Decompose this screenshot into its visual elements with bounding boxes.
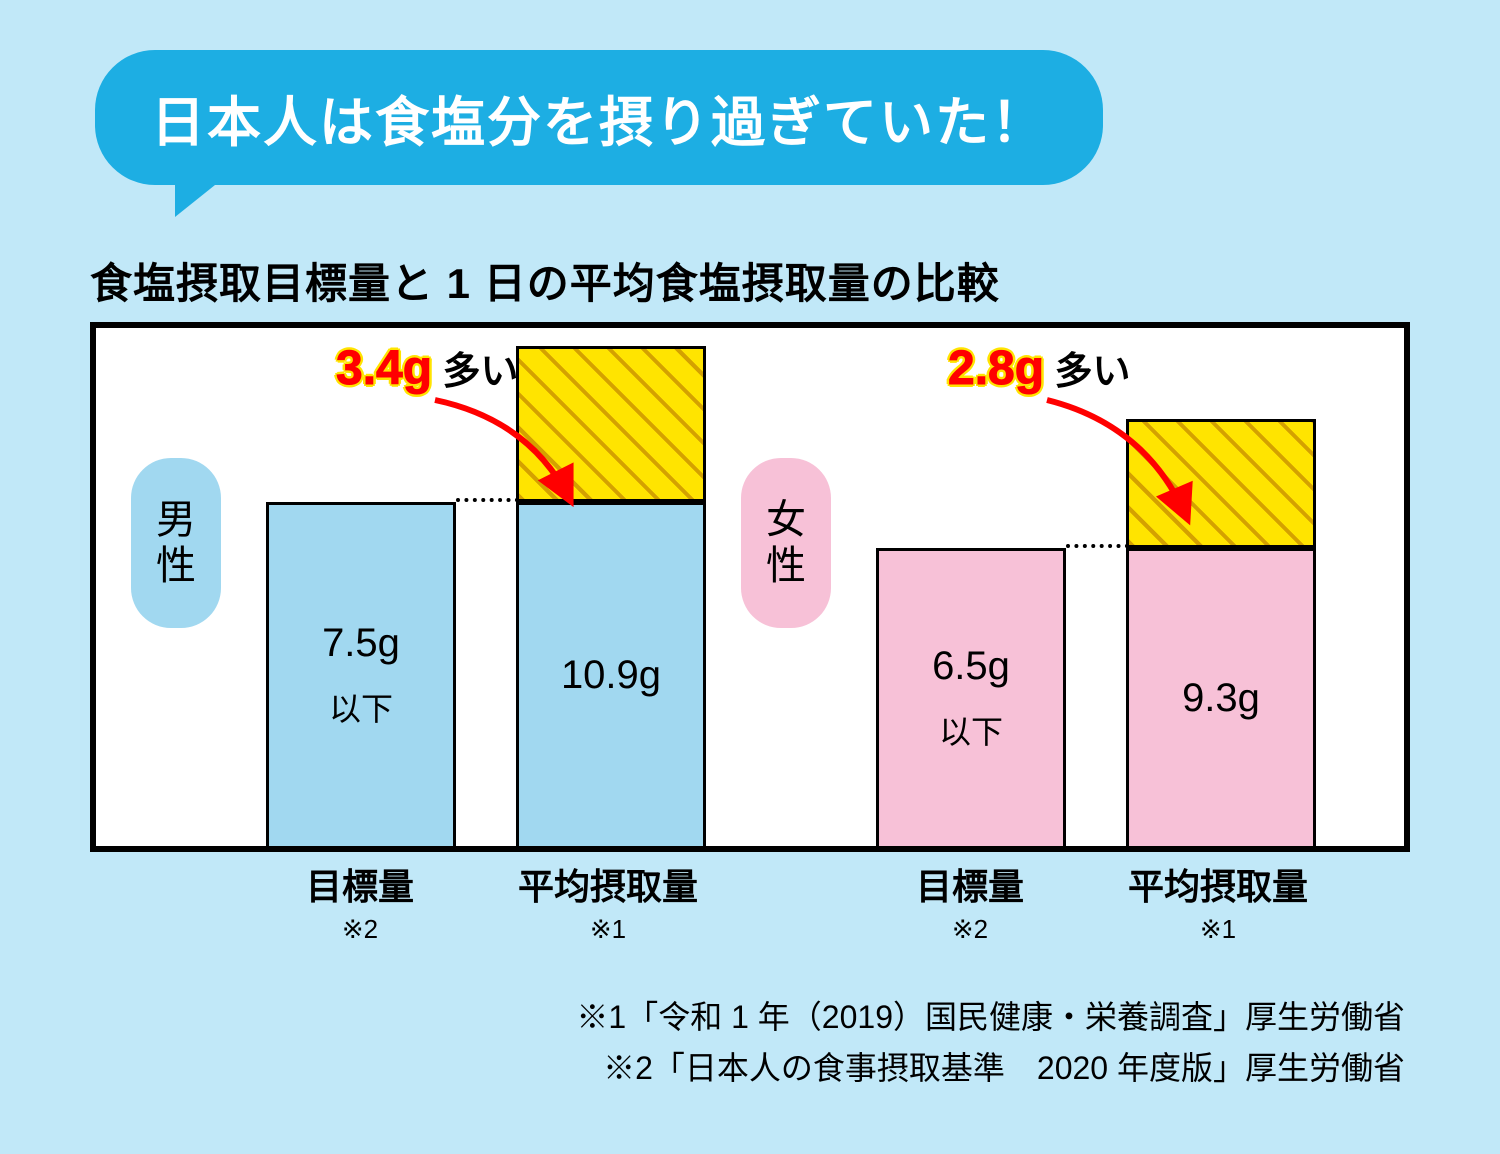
chart-area: 男性 女性 7.5g 以下 10.9g 6.5g 以下 9.3g [90, 322, 1410, 852]
callout-male-excess-suffix: 多い [443, 351, 519, 393]
callout-female-excess-value: 2.8g [948, 342, 1044, 395]
headline-bubble: 日本人は食塩分を摂り過ぎていた！ [95, 50, 1103, 185]
xlabel-female-average: 平均摂取量 ※1 [1108, 858, 1328, 945]
xlabel-male-target: 目標量 ※2 [250, 858, 470, 945]
chart-subtitle: 食塩摂取目標量と 1 日の平均食塩摂取量の比較 [90, 250, 1000, 311]
x-axis-labels: 目標量 ※2 平均摂取量 ※1 目標量 ※2 平均摂取量 ※1 [90, 858, 1410, 968]
badge-male-label: 男性 [156, 497, 196, 589]
xlabel-male-target-text: 目標量 [306, 866, 414, 907]
callout-male-excess: 3.4g 多い [336, 340, 519, 396]
bar-female-average: 9.3g [1126, 548, 1316, 846]
bar-female-target-sublabel: 以下 [939, 707, 1003, 753]
bar-female-target: 6.5g 以下 [876, 548, 1066, 846]
xlabel-male-average-text: 平均摂取量 [518, 866, 698, 907]
bar-male-target: 7.5g 以下 [266, 502, 456, 846]
bar-male-target-sublabel: 以下 [329, 684, 393, 730]
bar-male-average: 10.9g [516, 502, 706, 846]
xlabel-male-target-note: ※2 [250, 914, 470, 945]
bar-female-average-value: 9.3g [1182, 676, 1260, 721]
xlabel-male-average-note: ※1 [498, 914, 718, 945]
xlabel-female-average-text: 平均摂取量 [1128, 866, 1308, 907]
callout-female-excess: 2.8g 多い [948, 340, 1131, 396]
callout-female-excess-suffix: 多い [1055, 351, 1131, 393]
xlabel-male-average: 平均摂取量 ※1 [498, 858, 718, 945]
footnotes: ※1「令和 1 年（2019）国民健康・栄養調査」厚生労働省 ※2「日本人の食事… [576, 992, 1405, 1094]
bar-male-target-value: 7.5g [322, 621, 400, 666]
bar-female-excess-cap [1126, 419, 1316, 548]
footnote-2: ※2「日本人の食事摂取基準 2020 年度版」厚生労働省 [576, 1043, 1405, 1094]
guide-line-female [1066, 544, 1129, 548]
callout-male-excess-value: 3.4g [336, 342, 432, 395]
badge-female: 女性 [741, 458, 831, 628]
bar-male-average-value: 10.9g [561, 653, 661, 698]
footnote-1: ※1「令和 1 年（2019）国民健康・栄養調査」厚生労働省 [576, 992, 1405, 1043]
bar-female-target-value: 6.5g [932, 644, 1010, 689]
xlabel-female-target: 目標量 ※2 [860, 858, 1080, 945]
xlabel-female-average-note: ※1 [1108, 914, 1328, 945]
badge-male: 男性 [131, 458, 221, 628]
xlabel-female-target-text: 目標量 [916, 866, 1024, 907]
bar-male-excess-cap [516, 346, 706, 502]
badge-female-label: 女性 [766, 497, 806, 589]
guide-line-male [456, 498, 519, 502]
xlabel-female-target-note: ※2 [860, 914, 1080, 945]
